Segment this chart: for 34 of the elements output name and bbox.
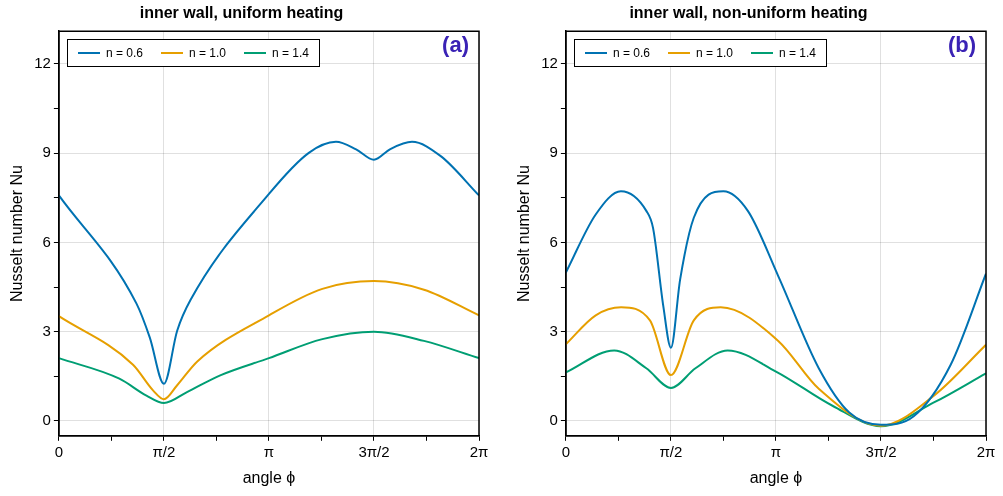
- legend-label: n = 1.0: [188, 46, 226, 61]
- x-axis-title: angle ϕ: [242, 468, 296, 486]
- x-tick-label: 3π/2: [358, 442, 390, 460]
- legend-label: n = 1.4: [778, 46, 816, 61]
- y-axis-title: Nusselt number Nu: [8, 165, 26, 302]
- x-tick-label: 2π: [976, 442, 996, 460]
- y-tick-label: 12: [541, 54, 558, 72]
- x-tick-label: π: [770, 442, 782, 460]
- y-tick-label: 3: [549, 321, 558, 339]
- x-tick-label: 2π: [469, 442, 489, 460]
- x-tick-label: 0: [561, 442, 571, 460]
- x-tick-label: 3π/2: [865, 442, 897, 460]
- chart-title: inner wall, non-uniform heating: [629, 4, 868, 22]
- y-tick-label: 0: [42, 411, 51, 429]
- y-axis-title: Nusselt number Nu: [515, 165, 533, 302]
- y-tick-label: 0: [549, 411, 558, 429]
- x-tick-label: π/2: [152, 442, 176, 460]
- legend-label: n = 0.6: [105, 46, 143, 61]
- y-tick-label: 6: [42, 232, 51, 250]
- y-tick-label: 12: [34, 54, 51, 72]
- x-tick-label: π: [263, 442, 275, 460]
- y-tick-label: 9: [42, 143, 51, 161]
- annotation: (a): [442, 32, 469, 58]
- y-tick-label: 3: [42, 321, 51, 339]
- legend-label: n = 1.4: [271, 46, 309, 61]
- legend-label: n = 1.0: [695, 46, 733, 61]
- y-tick-label: 6: [549, 232, 558, 250]
- annotation: (b): [947, 32, 976, 58]
- y-tick-label: 9: [549, 143, 558, 161]
- x-tick-label: 0: [54, 442, 64, 460]
- legend-label: n = 0.6: [612, 46, 650, 61]
- chart-title: inner wall, uniform heating: [139, 4, 344, 22]
- x-tick-label: π/2: [659, 442, 683, 460]
- x-axis-title: angle ϕ: [749, 468, 803, 486]
